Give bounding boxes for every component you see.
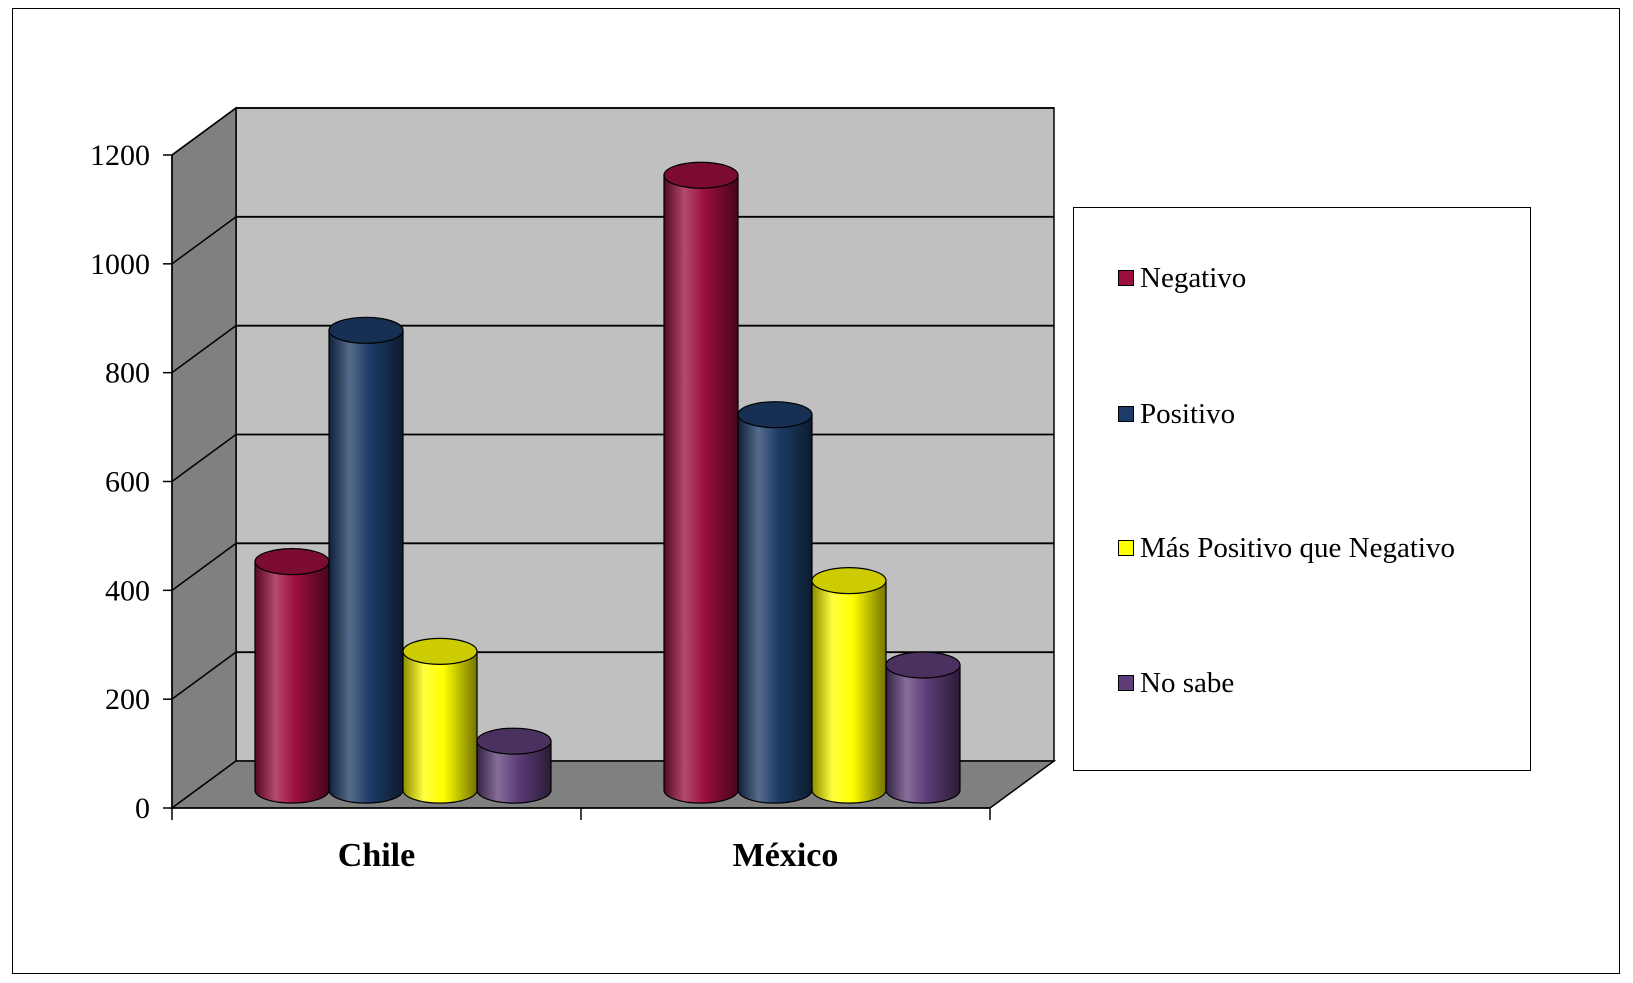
legend-label: Positivo [1140,397,1236,430]
y-tick-label: 0 [135,792,150,825]
legend-swatch [1118,675,1134,691]
y-tick-label: 1200 [90,139,150,172]
legend: Negativo Positivo Más Positivo que Negativ… [1073,207,1531,771]
y-tick-label: 200 [105,683,150,716]
bar-body [328,329,404,804]
bar-body [254,560,330,804]
bar-top [811,567,887,595]
y-tick-label: 600 [105,466,150,499]
gridline-side [171,325,237,374]
legend-label: Más Positivo que Negativo [1140,531,1455,564]
legend-label: Negativo [1140,261,1247,294]
legend-item: Negativo [1118,258,1246,298]
bar-body [663,174,739,804]
legend-item: No sabe [1118,663,1234,703]
bar-top [737,401,813,429]
legend-swatch [1118,406,1134,422]
bar-body [811,580,887,804]
bar-top [885,651,961,679]
bar-body [737,414,813,804]
gridline-side [171,651,237,700]
legend-item: Más Positivo que Negativo [1118,528,1455,568]
bar-más-positivo-que-negativo-méxico [811,567,887,804]
gridline-side [171,107,237,156]
bar-body [885,664,961,804]
bar-top [476,727,552,755]
y-tick-label: 400 [105,574,150,607]
bar-positivo-méxico [737,401,813,804]
bar-top [328,316,404,344]
x-tick-label: Chile [338,837,415,874]
bar-no-sabe-méxico [885,651,961,804]
bar-no-sabe-chile [476,727,552,804]
bar-top [254,547,330,576]
bar-negativo-chile [254,547,330,804]
gridline-side [171,433,237,483]
bar-body [402,650,478,804]
gridline-side [171,216,237,265]
bar-body [476,740,552,804]
bar-más-positivo-que-negativo-chile [402,637,478,804]
bar-positivo-chile [328,316,404,804]
x-tick-label: México [733,837,839,874]
legend-swatch [1118,270,1134,286]
y-tick-label: 800 [105,357,150,390]
bar-negativo-méxico [663,161,739,804]
legend-swatch [1118,540,1134,556]
legend-label: No sabe [1140,666,1235,699]
y-tick-label: 1000 [90,248,150,281]
bar-top [663,161,739,189]
gridline-side [171,542,237,591]
bar-top [402,637,478,665]
legend-item: Positivo [1118,394,1235,434]
